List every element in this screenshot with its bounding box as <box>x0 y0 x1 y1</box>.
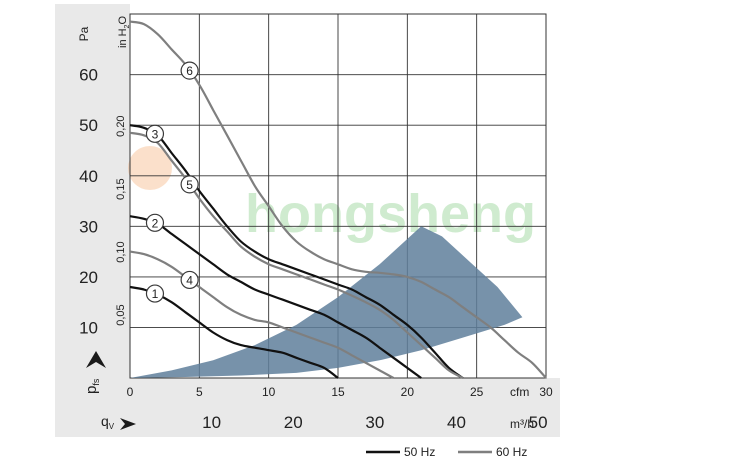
flow-axis-arrow <box>120 418 136 430</box>
curve-3 <box>129 124 464 379</box>
pa-tick-label: 30 <box>79 217 98 236</box>
left-axis-panel <box>55 4 130 437</box>
curve-marker-label-6: 6 <box>186 64 193 78</box>
m3h-tick-label: 30 <box>365 413 384 432</box>
m3h-tick-label: 50 <box>529 413 548 432</box>
curves: 6 3 5 2 4 1 <box>129 20 547 379</box>
watermark-text: hongsheng <box>245 184 536 244</box>
pa-tick-label: 50 <box>79 116 98 135</box>
cfm-tick-label: 0 <box>127 385 134 399</box>
m3h-axis-unit: m³/h <box>510 417 534 431</box>
curve-6 <box>129 20 547 379</box>
curve-marker-label-1: 1 <box>152 287 159 301</box>
pa-tick-label: 40 <box>79 167 98 186</box>
inh2o-tick-label: 0,15 <box>115 178 127 199</box>
curve-marker-5 <box>180 175 199 194</box>
curve-marker-1 <box>145 284 165 303</box>
curve-1 <box>129 285 339 379</box>
inh2o-tick-label: 0,05 <box>115 304 127 325</box>
watermark-logo-mark <box>128 146 172 190</box>
inh2o-axis-unit: in H2O <box>117 16 131 48</box>
curve-4 <box>129 250 395 379</box>
pa-axis-unit: Pa <box>77 26 91 41</box>
legend-label: 50 Hz <box>404 445 435 459</box>
inh2o-tick-label: 0,20 <box>115 115 127 136</box>
bottom-axis-panel <box>55 378 560 437</box>
pressure-axis-label: pfs <box>83 378 101 394</box>
cfm-tick-label: 15 <box>331 385 345 399</box>
curve-marker-label-3: 3 <box>152 127 159 141</box>
inh2o-tick-label: 0,10 <box>115 241 127 262</box>
curve-marker-3 <box>145 124 165 143</box>
cfm-tick-label: 25 <box>470 385 484 399</box>
cfm-tick-label: 10 <box>262 385 276 399</box>
flow-axis-label: qV <box>101 413 115 431</box>
m3h-tick-label: 20 <box>284 413 303 432</box>
curve-marker-2 <box>145 213 165 232</box>
cfm-tick-label: 30 <box>539 385 553 399</box>
cfm-tick-label: 5 <box>196 385 203 399</box>
legend-label: 60 Hz <box>496 445 527 459</box>
curve-marker-4 <box>180 270 199 290</box>
legend: 50 Hz 60 Hz <box>366 445 527 459</box>
curve-2 <box>129 215 422 379</box>
cfm-axis-unit: cfm <box>510 385 529 399</box>
axes: Pa 10 20 30 40 50 60 pfs in H2O 0,05 0,10 0,15 0,20 0… <box>77 16 553 432</box>
curve-marker-label-5: 5 <box>186 178 193 192</box>
pa-tick-label: 10 <box>79 318 98 337</box>
m3h-tick-label: 10 <box>202 413 221 432</box>
pa-tick-label: 20 <box>79 268 98 287</box>
curve-marker-label-4: 4 <box>186 273 193 287</box>
m3h-tick-label: 40 <box>447 413 466 432</box>
pa-tick-label: 60 <box>79 66 98 85</box>
cfm-tick-label: 20 <box>401 385 415 399</box>
curve-marker-label-2: 2 <box>152 216 159 230</box>
curve-marker-6 <box>180 61 199 80</box>
pressure-axis-arrow <box>86 351 106 368</box>
watermark: hongsheng <box>128 146 536 244</box>
